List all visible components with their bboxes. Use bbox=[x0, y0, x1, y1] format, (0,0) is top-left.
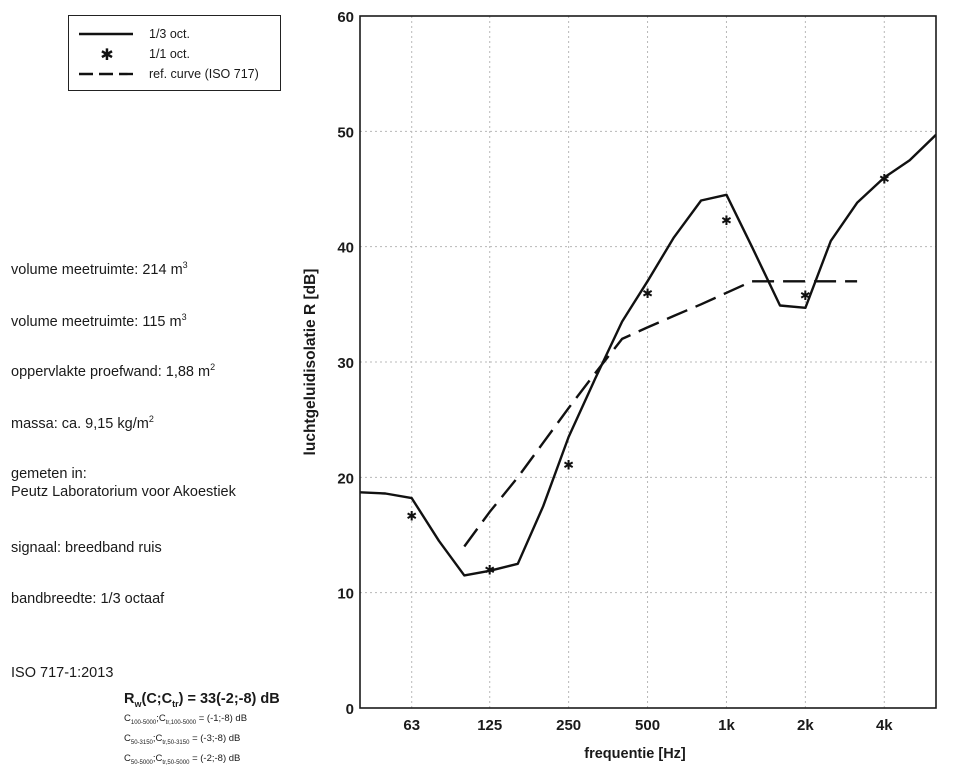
y-tick-label: 30 bbox=[337, 355, 354, 372]
info-volume-2: volume meetruimte: 115 m3 bbox=[11, 312, 187, 330]
chart-series: ✱ ✱ ✱ ✱ ✱ ✱ ✱ bbox=[360, 133, 936, 579]
solid-line-icon bbox=[79, 32, 133, 36]
series-ref-curve bbox=[463, 280, 858, 548]
y-tick-label: 0 bbox=[346, 701, 354, 718]
octave-point: ✱ bbox=[563, 459, 574, 474]
octave-point: ✱ bbox=[800, 289, 811, 304]
y-tick-label: 40 bbox=[337, 240, 354, 257]
x-tick-label: 63 bbox=[403, 717, 420, 734]
info-standard: ISO 717-1:2013 bbox=[11, 665, 114, 681]
plot-frame bbox=[359, 15, 937, 709]
rating-spectrum-line-2: C50-3150;Ctr,50-3150 = (-3;-8) dB bbox=[124, 733, 241, 746]
x-tick-label: 250 bbox=[556, 717, 581, 734]
info-signal: signaal: breedband ruis bbox=[11, 540, 162, 556]
x-tick-label: 2k bbox=[797, 717, 814, 734]
rating-spectrum-line-1: C100-5000;Ctr,100-5000 = (-1;-8) dB bbox=[124, 713, 248, 726]
x-tick-label: 500 bbox=[635, 717, 660, 734]
x-tick-label: 4k bbox=[876, 717, 893, 734]
rating-spectrum-line-3: C50-5000;Ctr,50-5000 = (-2;-8) dB bbox=[124, 753, 241, 766]
legend: 1/3 oct. ✱ 1/1 oct. ref. curve (ISO 717) bbox=[68, 15, 281, 91]
legend-label: ref. curve (ISO 717) bbox=[149, 67, 259, 81]
info-laboratory: Peutz Laboratorium voor Akoestiek bbox=[11, 484, 236, 500]
y-axis-label: luchtgeluidisolatie R [dB] bbox=[302, 269, 319, 456]
star-marker-icon: ✱ bbox=[100, 45, 113, 63]
info-wall-area: oppervlakte proefwand: 1,88 m2 bbox=[11, 362, 216, 380]
series-third-octave bbox=[360, 133, 936, 577]
info-measured-in-label: gemeten in: bbox=[11, 466, 87, 482]
info-mass: massa: ca. 9,15 kg/m2 bbox=[11, 414, 154, 432]
y-tick-label: 20 bbox=[337, 470, 354, 487]
y-tick-label: 50 bbox=[337, 124, 354, 141]
x-tick-label: 1k bbox=[718, 717, 735, 734]
octave-point: ✱ bbox=[484, 564, 495, 579]
octave-point: ✱ bbox=[406, 509, 417, 524]
legend-label: 1/3 oct. bbox=[149, 27, 190, 41]
legend-item-octave: ✱ 1/1 oct. bbox=[69, 45, 280, 63]
rating-rw: Rw(C;Ctr) = 33(-2;-8) dB bbox=[124, 691, 280, 709]
y-tick-label: 60 bbox=[337, 9, 354, 26]
x-axis-label: frequentie [Hz] bbox=[584, 746, 686, 762]
legend-item-ref-curve: ref. curve (ISO 717) bbox=[69, 65, 280, 83]
axis-ticks: 0 10 20 30 40 50 60 63 125 250 500 1k 2k 4k bbox=[337, 9, 893, 734]
x-tick-label: 125 bbox=[477, 717, 502, 734]
dashed-line-icon bbox=[79, 72, 133, 76]
octave-point: ✱ bbox=[879, 173, 890, 188]
chart-grid bbox=[360, 16, 936, 708]
octave-point: ✱ bbox=[642, 287, 653, 302]
legend-label: 1/1 oct. bbox=[149, 47, 190, 61]
octave-point: ✱ bbox=[721, 214, 732, 229]
info-bandwidth: bandbreedte: 1/3 octaaf bbox=[11, 591, 165, 607]
legend-item-third-octave: 1/3 oct. bbox=[69, 25, 280, 43]
svg-text:✱: ✱ bbox=[100, 45, 113, 63]
info-volume-1: volume meetruimte: 214 m3 bbox=[11, 260, 188, 278]
y-tick-label: 10 bbox=[337, 586, 354, 603]
